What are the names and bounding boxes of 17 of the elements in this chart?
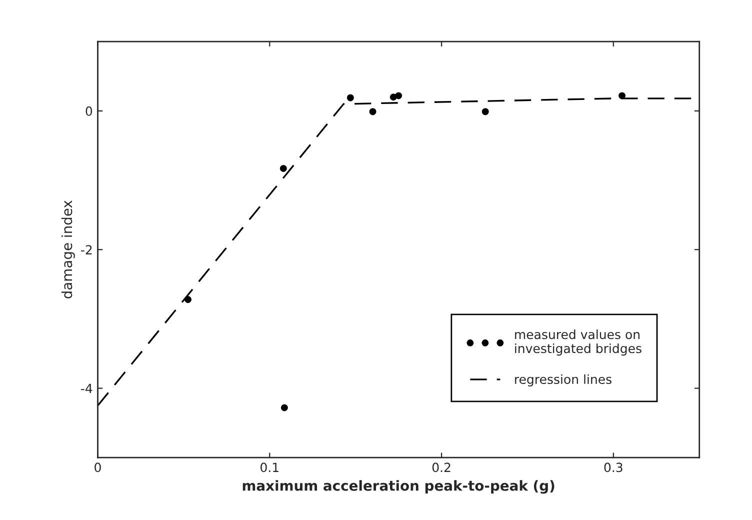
y-tick-label: -4 <box>81 384 92 394</box>
x-tick-label: 0.3 <box>604 462 622 472</box>
point <box>482 108 489 116</box>
x-tick-label: 0.2 <box>432 462 450 472</box>
y-tick-label: 0 <box>86 106 92 116</box>
y-axis-title: damage index <box>61 200 75 298</box>
point <box>346 94 354 102</box>
point <box>280 404 288 412</box>
point <box>369 108 376 116</box>
x-tick-label: 0 <box>94 462 101 472</box>
x-axis-title: maximum acceleration peak-to-peak (g) <box>242 480 554 494</box>
point <box>395 92 402 100</box>
x-tick-label: 0.1 <box>260 462 278 472</box>
y-tick-label: -2 <box>81 245 92 254</box>
legend-label: regression lines <box>515 374 612 386</box>
point <box>280 165 287 172</box>
legend-label: measured values on investigated bridges <box>515 329 642 356</box>
